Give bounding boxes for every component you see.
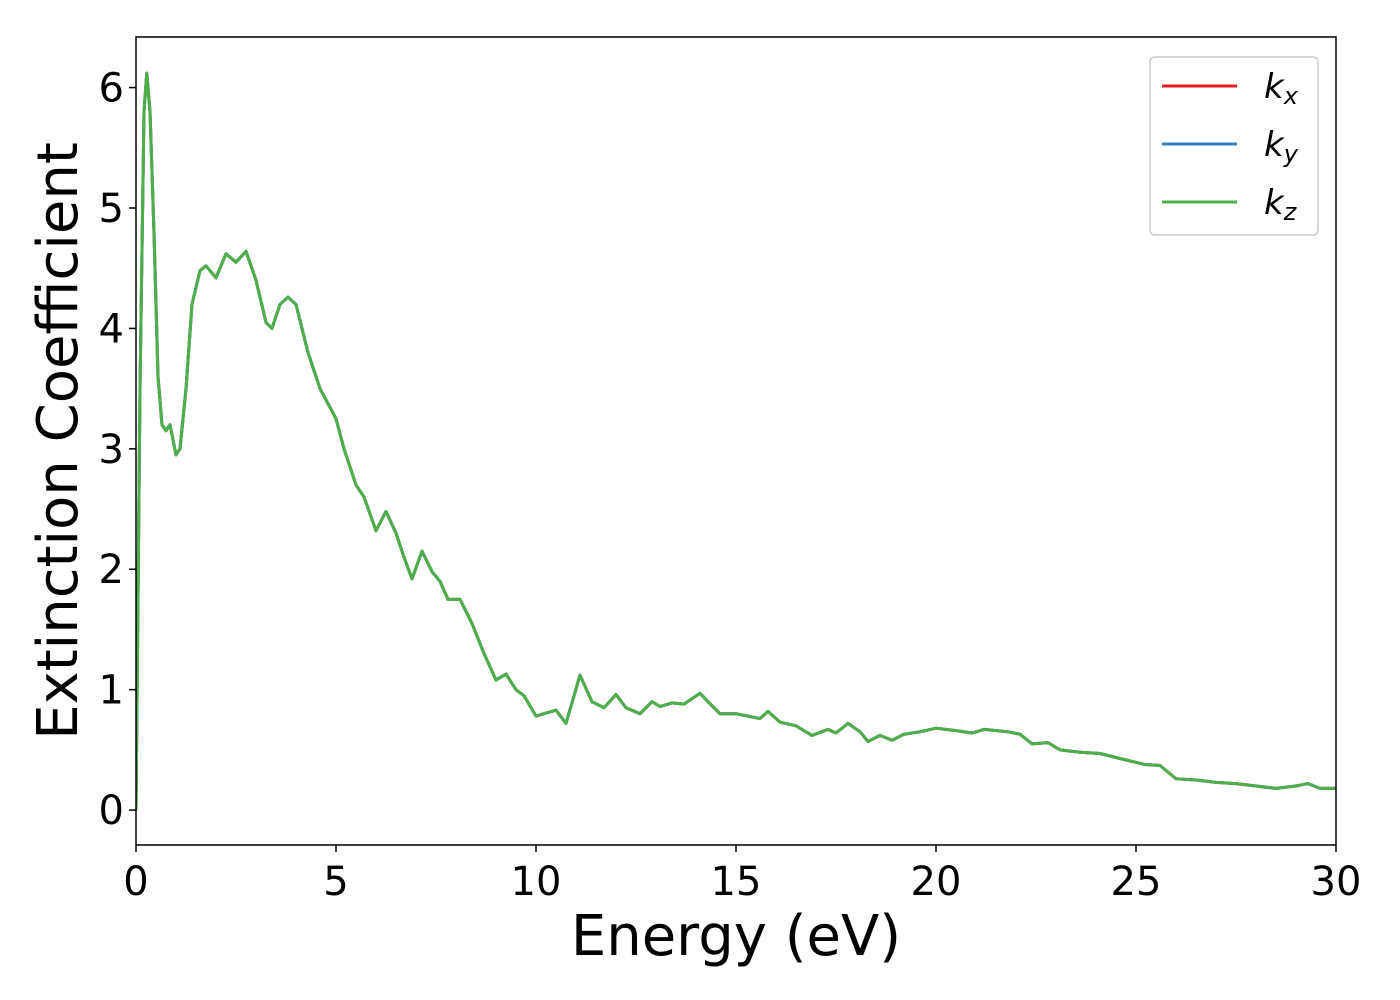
legend-label: ky bbox=[1264, 125, 1299, 168]
x-axis-label: Energy (eV) bbox=[571, 904, 901, 969]
x-tick-label: 25 bbox=[1111, 859, 1162, 905]
legend-label: kx bbox=[1264, 67, 1299, 110]
legend-label: kz bbox=[1264, 183, 1298, 226]
plot bbox=[136, 71, 1336, 811]
y-tick-label: 4 bbox=[99, 306, 124, 352]
y-axis-label: Extinction Coefficient bbox=[26, 142, 91, 740]
legend-box bbox=[1149, 56, 1319, 236]
x-tick-label: 20 bbox=[911, 859, 962, 905]
y-tick-label: 5 bbox=[99, 186, 124, 232]
y-tick-label: 0 bbox=[99, 788, 124, 834]
y-tick-label: 3 bbox=[99, 427, 124, 473]
line bbox=[136, 71, 1336, 811]
plot-frame bbox=[135, 36, 1337, 846]
x-tick-label: 5 bbox=[323, 859, 348, 905]
x-tick-label: 15 bbox=[711, 859, 762, 905]
y-tick-label: 2 bbox=[99, 547, 124, 593]
y-tick-label: 6 bbox=[99, 66, 124, 112]
y-tick-label: 1 bbox=[99, 668, 124, 714]
x-tick-label: 0 bbox=[123, 859, 148, 905]
x-tick-label: 10 bbox=[511, 859, 562, 905]
x-tick-label: 30 bbox=[1311, 859, 1362, 905]
